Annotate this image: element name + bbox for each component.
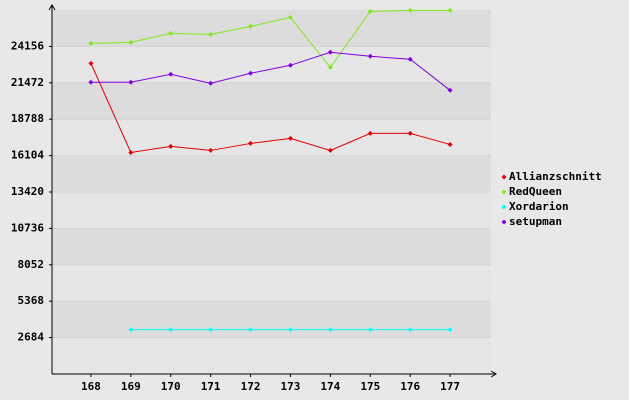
point-marker: [248, 140, 254, 146]
x-tick-label: 168: [81, 380, 101, 393]
point-marker: [248, 23, 254, 29]
point-marker: [287, 14, 293, 20]
series-line: [90, 9, 451, 69]
grid-band: [52, 337, 491, 374]
legend-marker: [501, 204, 507, 210]
y-tick-label: 24156: [11, 39, 44, 52]
point-marker: [447, 87, 453, 93]
y-tick-label: 16104: [11, 149, 44, 162]
x-tick-label: 177: [440, 380, 460, 393]
point-marker: [208, 147, 214, 153]
series-line: [90, 51, 451, 91]
point-marker: [367, 8, 373, 14]
x-tick-label: 171: [201, 380, 221, 393]
point-marker: [447, 141, 453, 147]
point-marker: [168, 327, 174, 333]
y-tick-label: 21472: [11, 76, 44, 89]
point-marker: [248, 327, 254, 333]
grid-band: [52, 301, 491, 338]
grid-band: [52, 264, 491, 302]
y-tick-label: 18788: [11, 112, 44, 125]
point-marker: [407, 327, 413, 333]
x-tick-label: 172: [241, 380, 261, 393]
legend-label: Allianzschnitt: [509, 170, 602, 183]
point-marker: [287, 327, 293, 333]
x-tick-label: 170: [161, 380, 181, 393]
point-marker: [128, 327, 134, 333]
point-marker: [168, 30, 174, 36]
point-marker: [447, 7, 453, 13]
point-marker: [168, 71, 174, 77]
x-tick-label: 174: [320, 380, 340, 393]
point-marker: [208, 31, 214, 37]
plot-area: [52, 10, 491, 374]
legend-marker: [501, 174, 507, 180]
x-tick-label: 175: [360, 380, 380, 393]
grid-band: [52, 10, 491, 47]
point-marker: [168, 143, 174, 149]
point-marker: [208, 327, 214, 333]
y-tick-label: 5368: [18, 294, 45, 307]
grid-band: [52, 82, 491, 120]
point-marker: [367, 53, 373, 59]
point-marker: [248, 70, 254, 76]
point-marker: [407, 7, 413, 13]
y-axis-arrow: [48, 4, 56, 11]
legend-label: Xordarion: [509, 200, 569, 213]
x-tick-label: 173: [281, 380, 301, 393]
grid-band: [52, 119, 491, 156]
point-marker: [327, 327, 333, 333]
grid-band: [52, 46, 491, 83]
point-marker: [327, 49, 333, 55]
legend-marker: [501, 189, 507, 195]
y-tick-label: 10736: [11, 221, 44, 234]
grid-band: [52, 228, 491, 265]
point-marker: [327, 64, 333, 70]
point-marker: [88, 60, 94, 66]
point-marker: [367, 327, 373, 333]
point-marker: [128, 79, 134, 85]
legend-marker: [501, 219, 507, 225]
legend-label: setupman: [509, 215, 562, 228]
legend-label: RedQueen: [509, 185, 562, 198]
y-tick-label: 13420: [11, 185, 44, 198]
point-marker: [287, 62, 293, 68]
point-marker: [447, 327, 453, 333]
point-marker: [128, 149, 134, 155]
grid-band: [52, 192, 491, 229]
point-marker: [367, 130, 373, 136]
point-marker: [128, 39, 134, 45]
y-tick-label: 2684: [18, 331, 45, 344]
x-tick-label: 176: [400, 380, 420, 393]
grid-band: [52, 155, 491, 192]
series-line: [90, 63, 451, 153]
point-marker: [208, 80, 214, 86]
point-marker: [327, 147, 333, 153]
y-tick-label: 8052: [18, 258, 45, 271]
point-marker: [407, 56, 413, 62]
x-axis-arrow: [490, 370, 497, 378]
point-marker: [88, 79, 94, 85]
point-marker: [287, 135, 293, 141]
point-marker: [88, 40, 94, 46]
point-marker: [407, 130, 413, 136]
x-tick-label: 169: [121, 380, 141, 393]
